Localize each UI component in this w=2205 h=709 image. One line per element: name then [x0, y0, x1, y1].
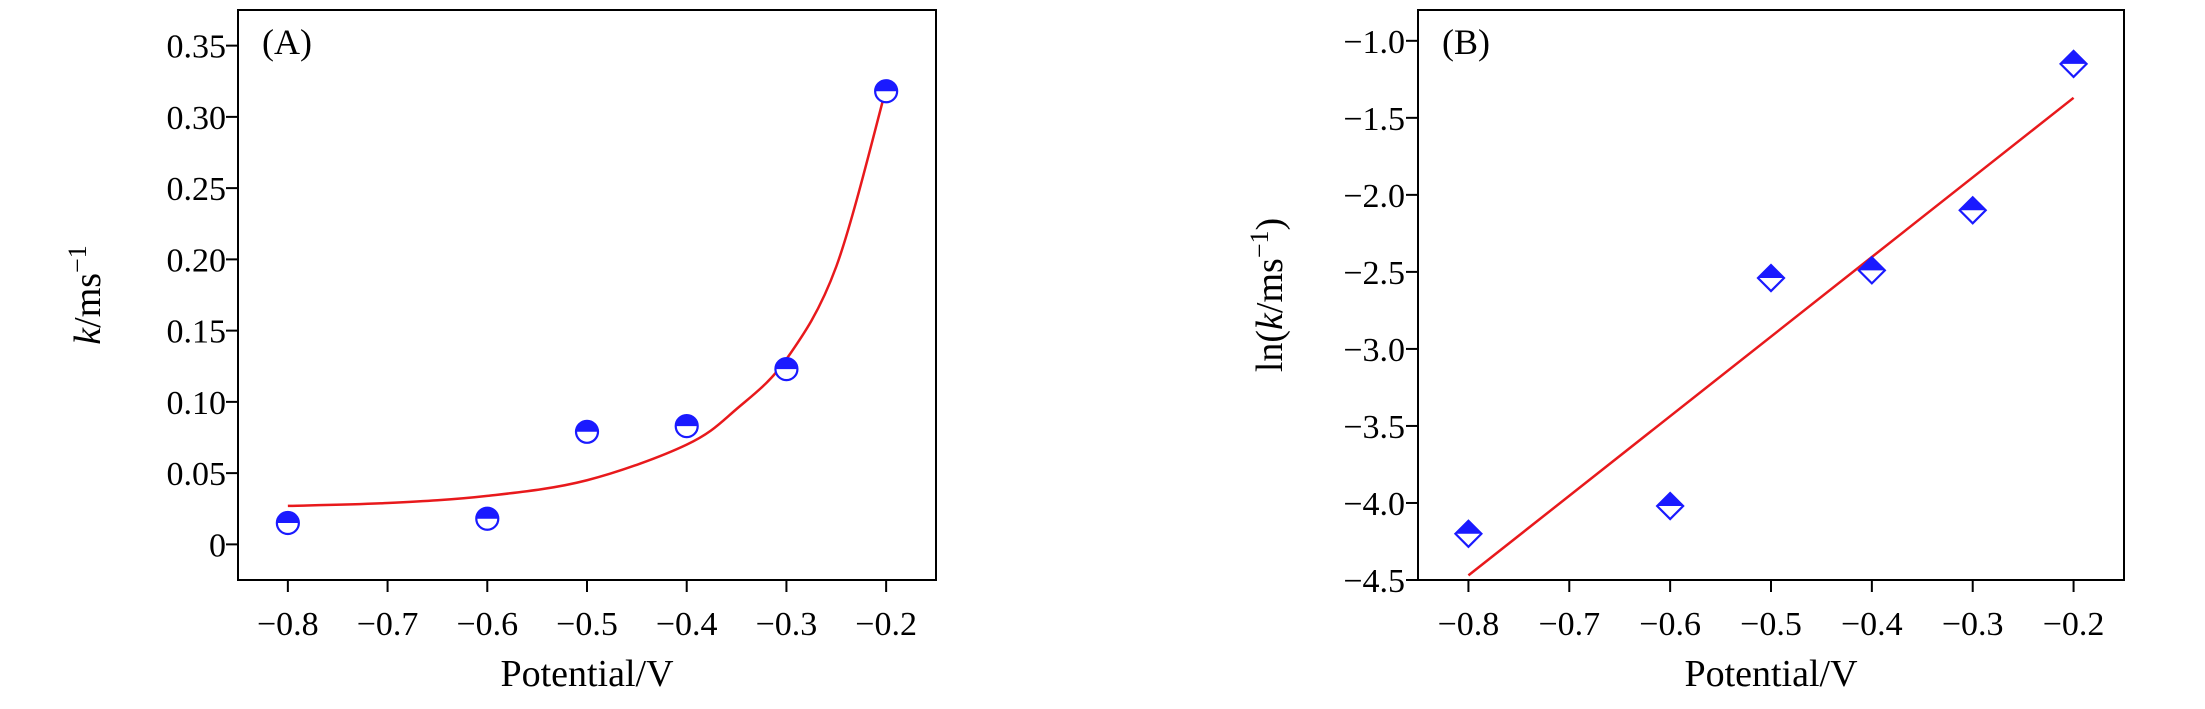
y-tick-label: −4.0 — [1343, 486, 1405, 523]
data-point — [1453, 519, 1483, 549]
data-point — [774, 357, 799, 382]
x-tick-label: −0.8 — [257, 606, 319, 643]
y-tick-label: 0.10 — [167, 385, 227, 422]
x-tick-label: −0.5 — [1740, 606, 1802, 643]
y-tick-label: −2.5 — [1343, 255, 1405, 292]
data-point — [475, 506, 500, 531]
y-tick-label: 0 — [209, 527, 226, 564]
plot-frame — [237, 9, 937, 581]
y-tick-label: 0.20 — [167, 242, 227, 279]
data-point — [874, 79, 899, 104]
fit-line — [287, 88, 888, 508]
y-tick-label: −4.5 — [1343, 563, 1405, 600]
chart-panel-a: −0.8 −0.7 −0.6 −0.5 −0.4 −0.3 −0.2 0 0.05 0.10 0.1… — [63, 9, 937, 695]
x-tick-label: −0.2 — [855, 606, 917, 643]
y-tick-label: −1.5 — [1343, 101, 1405, 138]
x-tick-label: −0.4 — [656, 606, 718, 643]
x-tick-label: −0.3 — [1942, 606, 2004, 643]
x-tick-label: −0.6 — [1639, 606, 1701, 643]
data-point — [1857, 255, 1887, 285]
data-point — [1655, 491, 1685, 521]
y-axis-label: ln(k/ms−1) — [1245, 218, 1291, 372]
y-tick-label: −3.0 — [1343, 332, 1405, 369]
y-tick-label: 0.25 — [167, 171, 227, 208]
x-axis-label: Potential/V — [1684, 653, 1858, 695]
y-axis-label: k/ms−1 — [63, 245, 109, 344]
x-axis-label: Potential/V — [500, 653, 674, 695]
x-tick-label: −0.6 — [456, 606, 518, 643]
x-tick-label: −0.7 — [357, 606, 419, 643]
y-tick-label: −3.5 — [1343, 409, 1405, 446]
panel-label: (B) — [1442, 22, 1490, 62]
y-tick-label: 0.30 — [167, 100, 227, 137]
data-point — [275, 510, 300, 536]
data-point — [1756, 263, 1786, 293]
y-tick-label: 0.05 — [167, 456, 227, 493]
y-tick-label: −2.0 — [1343, 178, 1405, 215]
x-tick-label: −0.4 — [1841, 606, 1903, 643]
y-tick-label: 0.15 — [167, 314, 227, 351]
y-tick-label: −1.0 — [1343, 24, 1405, 61]
x-tick-label: −0.3 — [756, 606, 818, 643]
y-tick-label: 0.35 — [167, 29, 227, 66]
data-point — [674, 414, 699, 439]
data-point — [574, 419, 600, 444]
plot-frame — [1417, 9, 2125, 581]
x-tick-label: −0.5 — [556, 606, 618, 643]
data-point — [1958, 195, 1988, 225]
panel-label: (A) — [262, 22, 312, 62]
data-point — [2059, 49, 2089, 79]
chart-panel-b: −0.8 −0.7 −0.6 −0.5 −0.4 −0.3 −0.2 −4.5 −4.0 −3.5… — [1245, 9, 2125, 695]
x-tick-label: −0.7 — [1538, 606, 1600, 643]
x-tick-label: −0.8 — [1438, 606, 1500, 643]
fit-line — [1467, 96, 2075, 577]
x-tick-label: −0.2 — [2043, 606, 2105, 643]
